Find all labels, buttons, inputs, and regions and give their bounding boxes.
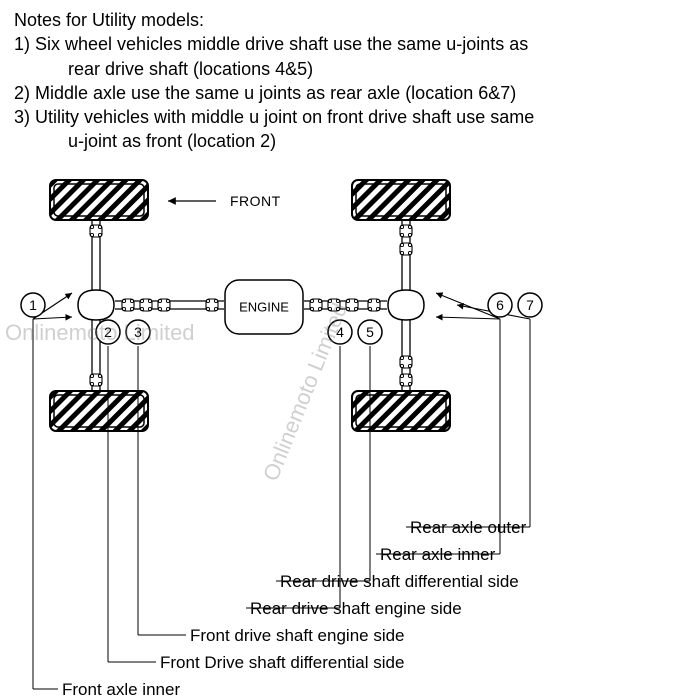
u-joint (122, 299, 134, 311)
callout-7: Front axle inner (62, 680, 180, 700)
u-joint (400, 225, 412, 237)
u-joint (368, 299, 380, 311)
tire (50, 180, 148, 220)
svg-text:6: 6 (496, 297, 504, 313)
tire (50, 391, 148, 431)
notes-title: Notes for Utility models: (14, 8, 686, 32)
tire (352, 391, 450, 431)
u-joint (90, 225, 102, 237)
u-joint (90, 374, 102, 386)
differential (388, 290, 424, 320)
svg-text:4: 4 (336, 324, 344, 340)
callout-1: Rear axle outer (410, 518, 526, 538)
svg-text:2: 2 (104, 324, 112, 340)
svg-text:7: 7 (526, 297, 534, 313)
u-joint (328, 299, 340, 311)
note-3-sub: u-joint as front (location 2) (14, 129, 686, 153)
note-3: 3) Utility vehicles with middle u joint … (14, 105, 686, 129)
u-joint (400, 243, 412, 255)
front-label: FRONT (230, 193, 281, 209)
note-1-sub: rear drive shaft (locations 4&5) (14, 57, 686, 81)
u-joint (206, 299, 218, 311)
svg-text:3: 3 (134, 324, 142, 340)
callout-3: Rear drive shaft differential side (280, 572, 519, 592)
note-1: 1) Six wheel vehicles middle drive shaft… (14, 32, 686, 56)
note-2: 2) Middle axle use the same u joints as … (14, 81, 686, 105)
callout-6: Front Drive shaft differential side (160, 653, 404, 673)
u-joint (400, 374, 412, 386)
u-joint (140, 299, 152, 311)
u-joint (400, 356, 412, 368)
callout-4: Rear drive shaft engine side (250, 599, 462, 619)
callout-5: Front drive shaft engine side (190, 626, 405, 646)
tire (352, 180, 450, 220)
u-joint (346, 299, 358, 311)
notes-block: Notes for Utility models: 1) Six wheel v… (0, 0, 700, 158)
drivetrain-diagram: ENGINE1234567 FRONT Onlinemoto Limited O… (0, 175, 700, 695)
u-joint (158, 299, 170, 311)
callout-2: Rear axle inner (380, 545, 495, 565)
svg-text:5: 5 (366, 324, 374, 340)
engine-label: ENGINE (239, 300, 289, 315)
differential (78, 290, 114, 320)
u-joint (310, 299, 322, 311)
svg-text:1: 1 (29, 297, 37, 313)
